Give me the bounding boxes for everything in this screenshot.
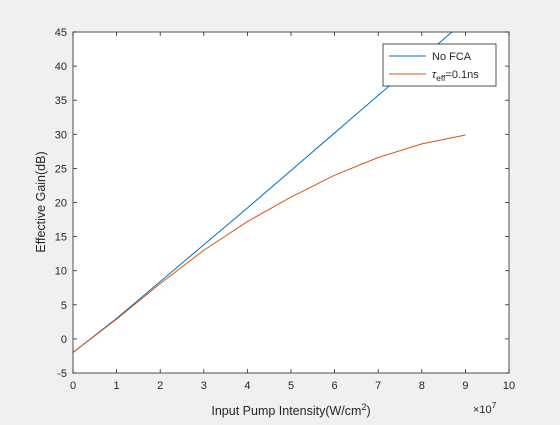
y-tick-label: 15	[55, 232, 67, 244]
legend: No FCA τeff=0.1ns	[382, 43, 497, 87]
y-tick-label: 45	[55, 27, 67, 39]
x-tick-label: 7	[375, 380, 381, 392]
plot-area	[73, 32, 509, 373]
x-tick-label: 2	[157, 380, 163, 392]
y-tick-label: 5	[61, 300, 67, 312]
x-axis-label: Input Pump Intensity(W/cm2)	[211, 402, 370, 418]
x-tick-label: 5	[288, 380, 294, 392]
y-tick-label: 35	[55, 95, 67, 107]
y-tick-label: 0	[61, 334, 67, 346]
x-tick-label: 8	[419, 380, 425, 392]
y-axis-label: Effective Gain(dB)	[34, 151, 48, 252]
x-tick-label: 1	[114, 380, 120, 392]
x-tick-label: 4	[244, 380, 250, 392]
x-tick-label: 9	[462, 380, 468, 392]
y-tick-label: 25	[55, 163, 67, 175]
x-tick-label: 0	[70, 380, 76, 392]
legend-label-no-fca: No FCA	[432, 51, 472, 63]
y-tick-label: 20	[55, 198, 67, 210]
legend-box	[382, 43, 497, 87]
y-axis-ticks: -5 0 5 10 15 20 25 30 35 40 45	[55, 27, 509, 380]
x-axis-ticks: 0 1 2 3 4 5 6 7 8 9 10	[70, 32, 515, 392]
series-line-tau-eff	[73, 134, 466, 353]
x-tick-label: 6	[332, 380, 338, 392]
y-tick-label: 40	[55, 61, 67, 73]
x-axis-exponent: ×107	[473, 400, 497, 416]
legend-label-tau-eff: τeff=0.1ns	[432, 69, 479, 83]
y-tick-label: -5	[57, 368, 67, 380]
x-tick-label: 10	[503, 380, 515, 392]
y-tick-label: 30	[55, 129, 67, 141]
y-tick-label: 10	[55, 266, 67, 278]
x-tick-label: 3	[201, 380, 207, 392]
